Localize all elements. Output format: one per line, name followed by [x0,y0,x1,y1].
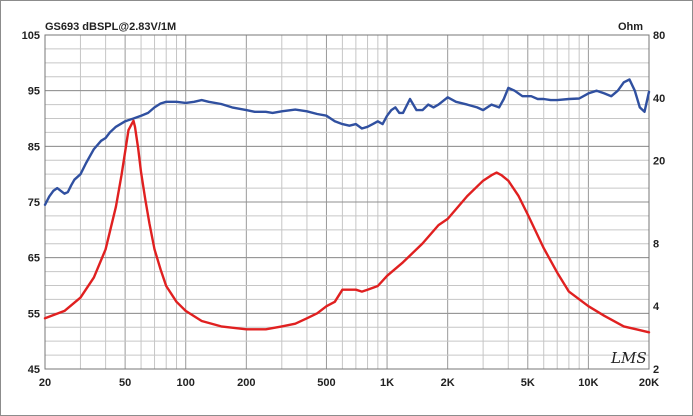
y-left-tick-label: 105 [22,30,40,42]
y-left-tick-label: 55 [28,308,40,320]
x-tick-label: 1K [380,377,394,389]
y-left-tick-label: 65 [28,253,40,265]
grid [45,34,649,370]
y-left-tick-label: 45 [28,364,40,376]
x-tick-label: 5K [521,377,535,389]
x-tick-label: 200 [237,377,255,389]
curves [43,78,651,334]
plot-area-border [44,34,650,370]
y-right-tick-label: 20 [653,156,665,168]
lms-logo: LMS [610,349,647,367]
y-right-tick-label: 4 [653,301,660,313]
y-right-tick-label: 40 [653,93,665,105]
x-tick-label: 2K [441,377,455,389]
y-left-tick-label: 95 [28,86,40,98]
x-tick-label: 20 [39,377,51,389]
x-tick-label: 500 [317,377,335,389]
tick-labels: 20 50 100 200 500 1K 2K 5K 10K 20K 105 95 85 75 65 55 45… [22,30,666,389]
spl-curve [43,78,651,207]
y-left-tick-label: 85 [28,141,40,153]
impedance-curve [43,119,651,334]
x-tick-label: 50 [119,377,131,389]
x-tick-label: 10K [578,377,598,389]
y-left-tick-label: 75 [28,197,40,209]
x-tick-label: 20K [639,377,659,389]
chart-title: GS693 dBSPL@2.83V/1M [45,21,176,33]
right-axis-unit: Ohm [618,21,643,33]
y-right-tick-label: 8 [653,238,659,250]
y-right-tick-label: 2 [653,364,659,376]
x-tick-label: 100 [177,377,195,389]
y-right-tick-label: 80 [653,30,665,42]
